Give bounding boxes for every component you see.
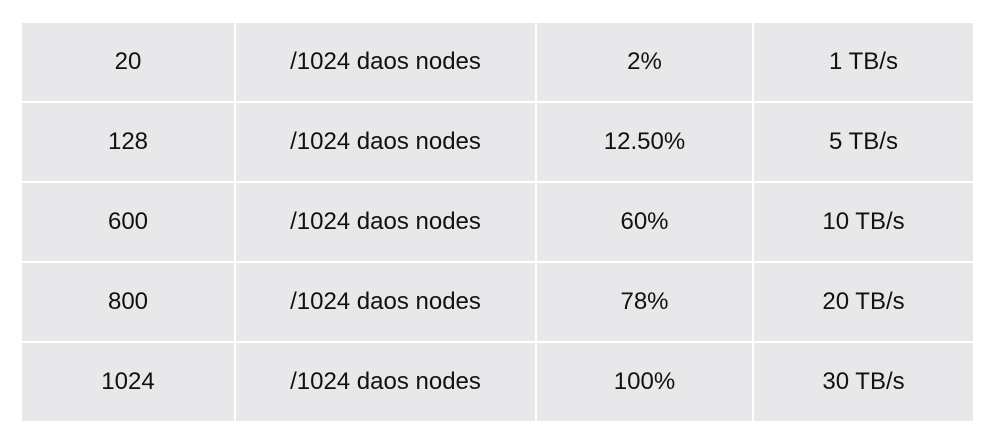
table-cell: 5 TB/s: [754, 103, 973, 183]
table-row: 600 /1024 daos nodes 60% 10 TB/s: [22, 183, 973, 263]
table-cell: 1 TB/s: [754, 23, 973, 103]
table-cell: /1024 daos nodes: [236, 103, 537, 183]
table-cell: 600: [22, 183, 236, 263]
table-row: 1024 /1024 daos nodes 100% 30 TB/s: [22, 343, 973, 421]
table-cell: /1024 daos nodes: [236, 343, 537, 421]
data-table: 20 /1024 daos nodes 2% 1 TB/s 128 /1024 …: [22, 23, 973, 421]
table-row: 128 /1024 daos nodes 12.50% 5 TB/s: [22, 103, 973, 183]
table-cell: 10 TB/s: [754, 183, 973, 263]
table-cell: 12.50%: [537, 103, 754, 183]
table-cell: /1024 daos nodes: [236, 263, 537, 343]
table-cell: 20: [22, 23, 236, 103]
table-row: 800 /1024 daos nodes 78% 20 TB/s: [22, 263, 973, 343]
table-cell: 20 TB/s: [754, 263, 973, 343]
table-cell: 2%: [537, 23, 754, 103]
table-cell: 60%: [537, 183, 754, 263]
table-cell: 30 TB/s: [754, 343, 973, 421]
table-body: 20 /1024 daos nodes 2% 1 TB/s 128 /1024 …: [22, 23, 973, 421]
table-cell: 100%: [537, 343, 754, 421]
table-cell: /1024 daos nodes: [236, 23, 537, 103]
table-cell: 128: [22, 103, 236, 183]
table-cell: /1024 daos nodes: [236, 183, 537, 263]
table-row: 20 /1024 daos nodes 2% 1 TB/s: [22, 23, 973, 103]
table-cell: 800: [22, 263, 236, 343]
table-cell: 78%: [537, 263, 754, 343]
table-cell: 1024: [22, 343, 236, 421]
